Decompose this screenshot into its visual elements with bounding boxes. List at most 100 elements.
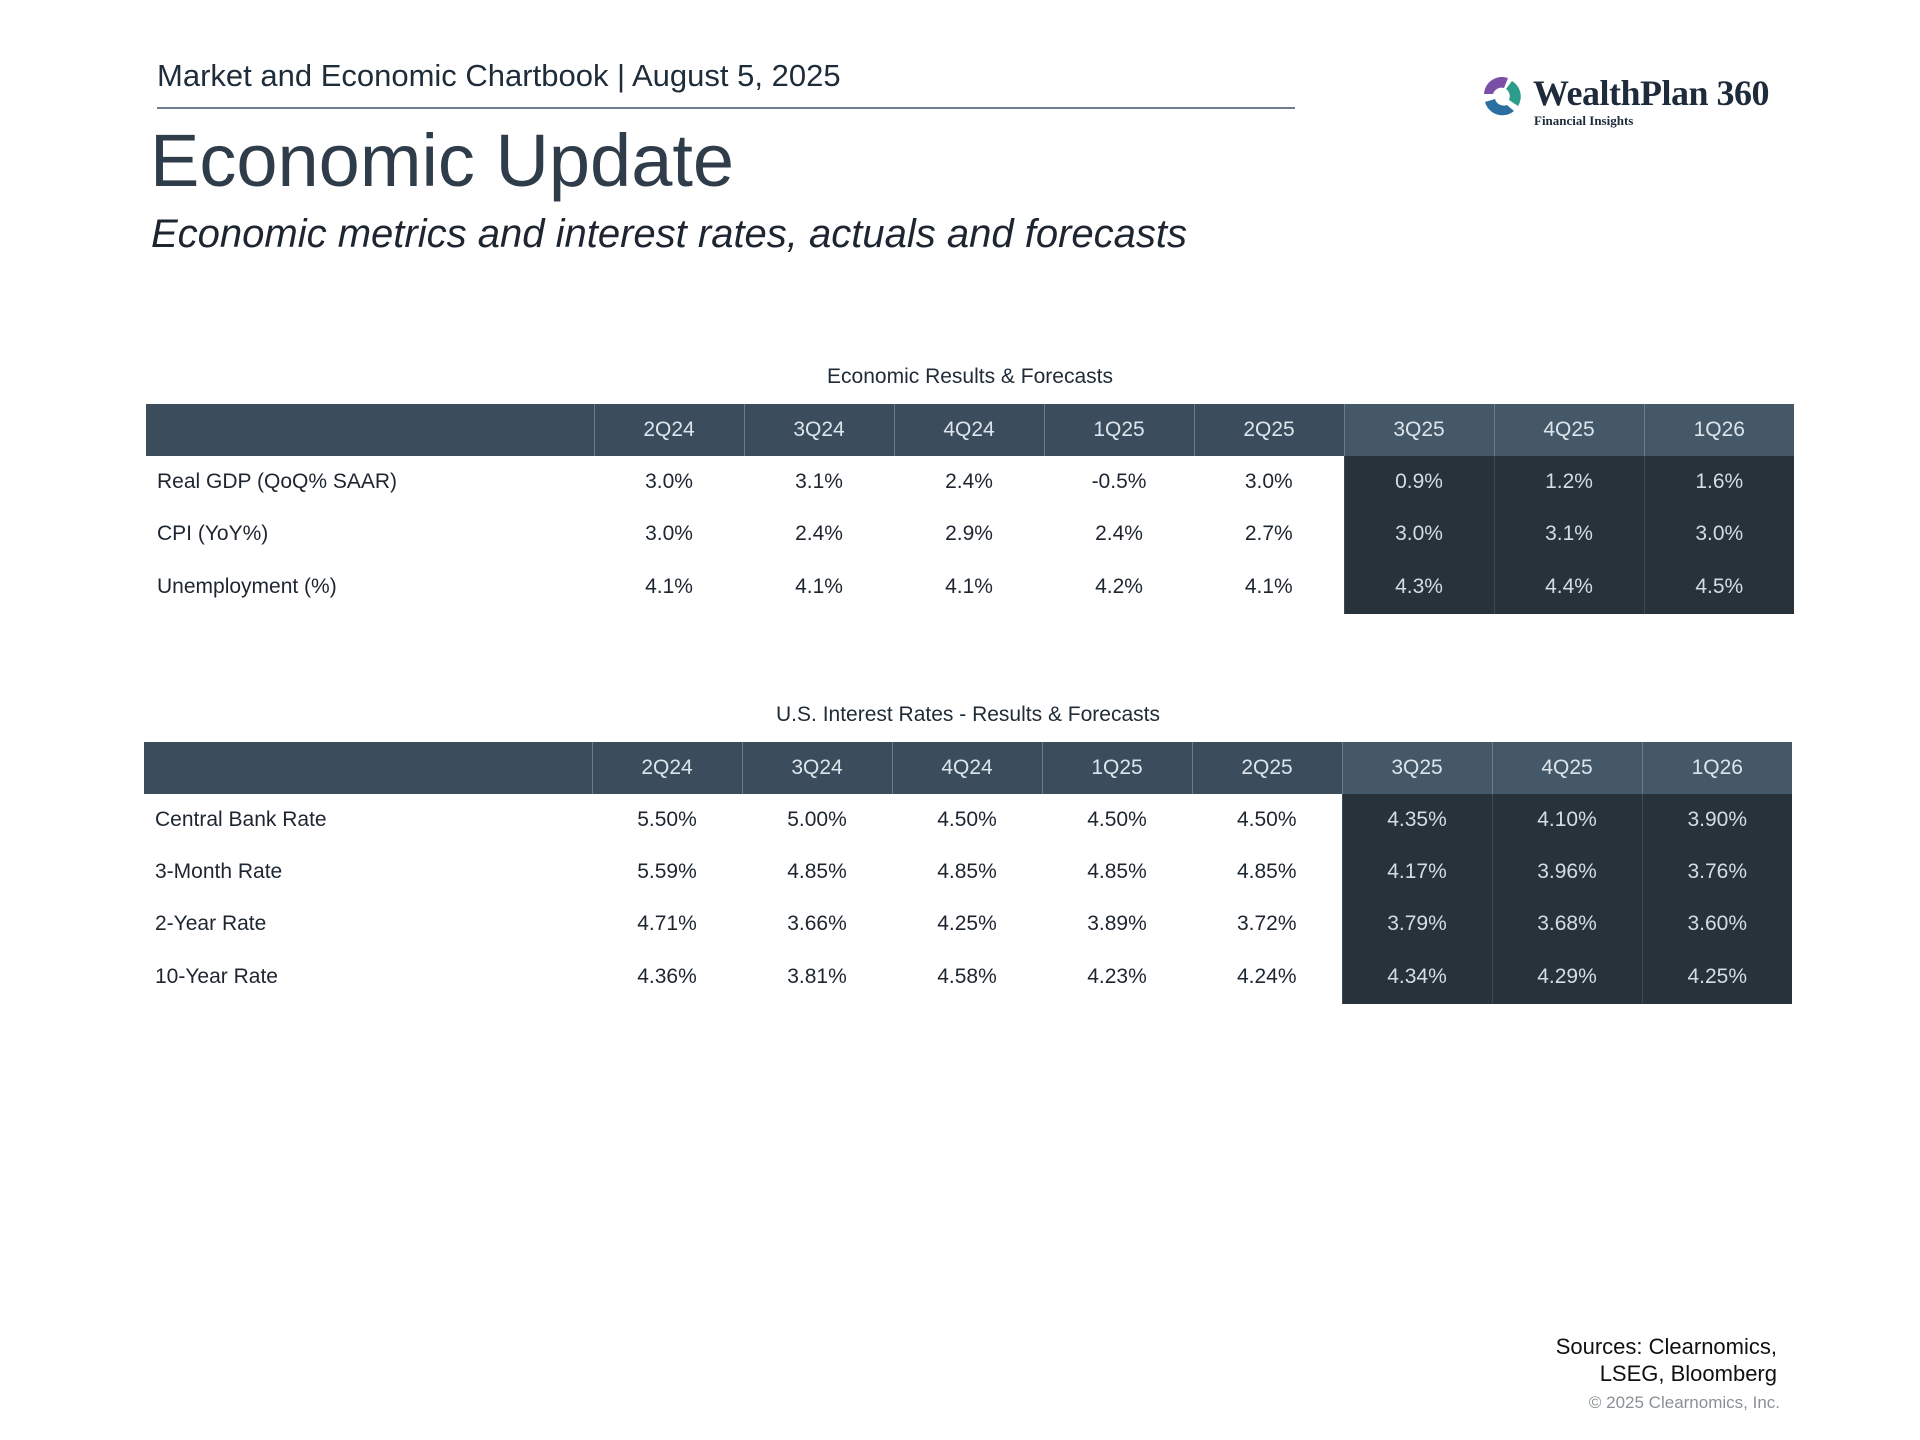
- row-label: 2-Year Rate: [155, 912, 267, 935]
- forecast-cell: 4.35%: [1341, 794, 1492, 846]
- table-cell: 3.72%: [1236, 912, 1297, 935]
- column-header: 2Q25: [1193, 404, 1344, 456]
- page-subtitle: Economic metrics and interest rates, act…: [151, 212, 1188, 256]
- forecast-cell: 4.4%: [1493, 560, 1644, 614]
- logo-name: WealthPlan 360: [1533, 73, 1770, 113]
- table-cell: 5.50%: [637, 808, 697, 831]
- table-cell: 3.81%: [787, 965, 847, 988]
- forecast-cell: 3.90%: [1641, 794, 1792, 846]
- column-header: 1Q26: [1641, 742, 1792, 794]
- forecast-cell: 4.25%: [1641, 950, 1792, 1004]
- column-header: 4Q25: [1491, 742, 1642, 794]
- table-cell: 4.58%: [937, 965, 997, 988]
- logo-mark-icon: [1484, 76, 1521, 116]
- economic-table: 2Q24 3Q24 4Q24 1Q25 2Q25 3Q25 4Q25 1Q26 …: [146, 404, 1794, 614]
- table-cell: 4.1%: [645, 575, 693, 598]
- table-cell: 2.4%: [945, 470, 993, 493]
- table-row: Unemployment (%) 4.1% 4.1% 4.1% 4.2% 4.1…: [146, 560, 1794, 614]
- table-cell: 5.00%: [787, 808, 847, 831]
- column-header: [144, 742, 592, 794]
- row-label: Real GDP (QoQ% SAAR): [157, 470, 398, 493]
- column-header: 2Q25: [1191, 742, 1342, 794]
- column-header: [146, 404, 594, 456]
- table-cell: 4.50%: [937, 808, 997, 831]
- table-cell: 4.85%: [787, 860, 847, 883]
- table-cell: 4.50%: [1087, 808, 1147, 831]
- header-divider: [157, 107, 1295, 109]
- column-header: 3Q24: [743, 404, 894, 456]
- table-row: 10-Year Rate 4.36% 3.81% 4.58% 4.23% 4.2…: [144, 950, 1792, 1004]
- table-row: Central Bank Rate 5.50% 5.00% 4.50% 4.50…: [144, 794, 1792, 846]
- column-header: 4Q24: [893, 404, 1044, 456]
- column-header: 2Q24: [593, 404, 744, 456]
- copyright-notice: © 2025 Clearnomics, Inc.: [1588, 1393, 1780, 1412]
- forecast-cell: 1.6%: [1643, 456, 1794, 508]
- column-header: 4Q24: [891, 742, 1042, 794]
- forecast-cell: 0.9%: [1343, 456, 1494, 508]
- table-cell: 3.0%: [1244, 470, 1293, 493]
- row-label: 10-Year Rate: [155, 965, 278, 988]
- forecast-cell: 4.34%: [1341, 950, 1492, 1004]
- table-row: CPI (YoY%) 3.0% 2.4% 2.9% 2.4% 2.7% 3.0%…: [146, 508, 1794, 560]
- column-header: 2Q24: [591, 742, 742, 794]
- table-cell: 4.71%: [637, 912, 697, 935]
- table-cell: 4.85%: [937, 860, 997, 883]
- table-cell: 4.50%: [1236, 808, 1297, 831]
- column-header: 3Q24: [741, 742, 892, 794]
- forecast-cell: 4.3%: [1343, 560, 1494, 614]
- table-cell: 5.59%: [637, 860, 697, 883]
- forecast-cell: 4.10%: [1491, 794, 1642, 846]
- table-cell: 4.85%: [1087, 860, 1147, 883]
- table-cell: 3.89%: [1087, 912, 1147, 935]
- table-cell: 4.36%: [637, 965, 697, 988]
- table-cell: 3.1%: [795, 470, 843, 493]
- forecast-cell: 3.76%: [1641, 846, 1792, 898]
- table-cell: 2.4%: [795, 522, 843, 545]
- forecast-cell: 4.5%: [1643, 560, 1794, 614]
- table-cell: 4.25%: [937, 912, 997, 935]
- forecast-cell: 3.96%: [1491, 846, 1642, 898]
- column-header: 3Q25: [1341, 742, 1492, 794]
- sources-line: LSEG, Bloomberg: [1599, 1361, 1777, 1386]
- page-title: Economic Update: [150, 119, 735, 202]
- forecast-cell: 4.17%: [1341, 846, 1492, 898]
- table-cell: 4.85%: [1236, 860, 1297, 883]
- table-cell: 3.0%: [645, 470, 693, 493]
- row-label: Unemployment (%): [157, 575, 337, 598]
- forecast-cell: 3.1%: [1493, 508, 1644, 560]
- forecast-cell: 3.68%: [1491, 898, 1642, 950]
- table-cell: 4.1%: [1244, 575, 1293, 598]
- rates-table: 2Q24 3Q24 4Q24 1Q25 2Q25 3Q25 4Q25 1Q26 …: [144, 742, 1792, 1004]
- table-cell: 4.1%: [795, 575, 843, 598]
- economic-header-row: 2Q24 3Q24 4Q24 1Q25 2Q25 3Q25 4Q25 1Q26: [146, 404, 1794, 456]
- table-cell: 2.7%: [1244, 522, 1293, 545]
- row-label: 3-Month Rate: [155, 860, 283, 883]
- table-cell: 2.9%: [945, 522, 993, 545]
- logo-tagline: Financial Insights: [1534, 113, 1634, 128]
- table-cell: 4.23%: [1087, 965, 1147, 988]
- economic-table-caption: Economic Results & Forecasts: [827, 365, 1113, 388]
- table-cell: 4.1%: [945, 575, 993, 598]
- company-logo: WealthPlan 360 Financial Insights: [1478, 72, 1798, 132]
- table-cell: -0.5%: [1091, 470, 1147, 493]
- column-header: 3Q25: [1343, 404, 1494, 456]
- forecast-cell: 3.60%: [1641, 898, 1792, 950]
- table-row: 3-Month Rate 5.59% 4.85% 4.85% 4.85% 4.8…: [144, 846, 1792, 898]
- table-cell: 3.66%: [787, 912, 847, 935]
- column-header: 1Q25: [1043, 404, 1194, 456]
- sources-line: Sources: Clearnomics,: [1555, 1334, 1777, 1359]
- table-cell: 2.4%: [1095, 522, 1143, 545]
- row-label: CPI (YoY%): [157, 522, 269, 545]
- forecast-cell: 4.29%: [1491, 950, 1642, 1004]
- sources-note: Sources: Clearnomics, LSEG, Bloomberg: [1556, 1333, 1777, 1387]
- table-cell: 3.0%: [645, 522, 693, 545]
- forecast-cell: 3.0%: [1643, 508, 1794, 560]
- column-header: 1Q25: [1041, 742, 1192, 794]
- rates-table-caption: U.S. Interest Rates - Results & Forecast…: [776, 703, 1160, 726]
- rates-header-row: 2Q24 3Q24 4Q24 1Q25 2Q25 3Q25 4Q25 1Q26: [144, 742, 1792, 794]
- forecast-cell: 3.0%: [1343, 508, 1494, 560]
- forecast-cell: 1.2%: [1493, 456, 1644, 508]
- column-header: 1Q26: [1643, 404, 1794, 456]
- column-header: 4Q25: [1493, 404, 1644, 456]
- table-row: 2-Year Rate 4.71% 3.66% 4.25% 3.89% 3.72…: [144, 898, 1792, 950]
